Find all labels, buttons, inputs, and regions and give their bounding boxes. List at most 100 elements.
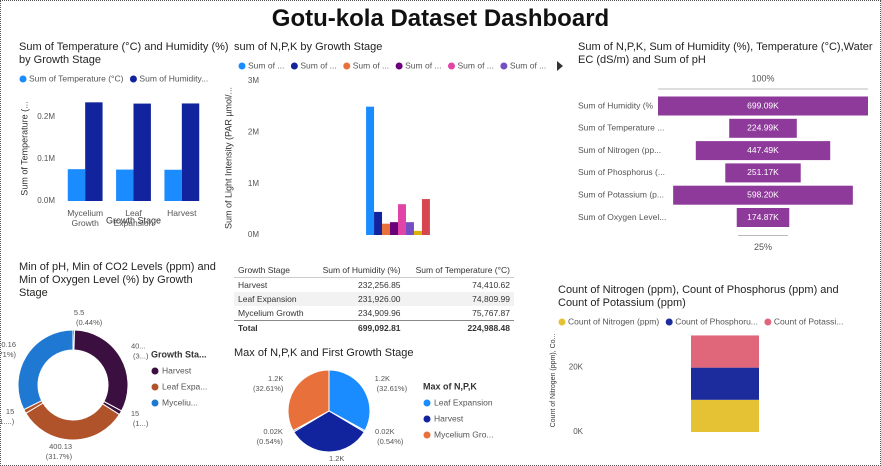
data-label-part: 1.2K <box>268 374 283 383</box>
y-tick-label: 0.2M <box>37 112 55 121</box>
legend-label: Sum of ... <box>510 60 546 70</box>
legend-label: Myceliu... <box>162 397 198 407</box>
legend-label: Mycelium Gro... <box>434 429 494 439</box>
table-total-row: Total 699,092.81 224,988.48 <box>234 320 514 335</box>
chart-title: Min of pH, Min of CO2 Levels (ppm) and M… <box>19 261 216 299</box>
legend-label: Sum of ... <box>405 60 441 70</box>
data-label-part: 40... <box>131 341 146 350</box>
legend-swatch <box>764 318 772 326</box>
data-label: 5.5 (0.44%) <box>74 308 103 327</box>
bar <box>374 211 383 235</box>
legend-swatch <box>343 62 351 70</box>
table-cell: 75,767.87 <box>472 308 510 318</box>
bar <box>413 230 422 235</box>
y-axis-label: Sum of Temperature (... <box>19 101 29 195</box>
data-label-part: 15 <box>131 409 139 418</box>
legend-label: Sum of Temperature (°C) <box>29 73 124 83</box>
data-label: 699.09K <box>747 100 779 110</box>
data-label-part: 400.13 <box>49 442 72 451</box>
scroll-arrow[interactable] <box>557 61 563 71</box>
table-cell: 232,256.85 <box>357 280 401 290</box>
bar <box>85 102 103 201</box>
data-label: 447.49K <box>747 145 779 155</box>
data-label-part: (3...) <box>131 351 149 360</box>
legend-label: Sum of ... <box>353 60 389 70</box>
legend-label: Leaf Expa... <box>162 381 207 391</box>
legend-label: Count of Potassi... <box>774 316 843 326</box>
chart-title: Sum of Temperature (°C) and Humidity (%)… <box>19 41 229 66</box>
legend-swatch <box>448 62 455 70</box>
table-cell: 234,909.96 <box>357 308 401 318</box>
funnel-category: Sum of Phosphorus (... <box>578 167 665 177</box>
x-tick-label: Mycelium Growth <box>67 208 104 228</box>
data-label: 15 (1...) <box>131 409 149 428</box>
table-row: Mycelium Growth 234,909.96 75,767.87 <box>234 306 514 321</box>
chart-title: sum of N,P,K by Growth Stage <box>234 41 383 53</box>
funnel-category: Sum of Humidity (% <box>578 100 654 110</box>
funnel-bar <box>695 141 831 161</box>
bar <box>67 169 86 201</box>
data-label: 224.99K <box>747 123 779 133</box>
bar <box>390 222 398 235</box>
y-tick-label: 2M <box>248 127 259 136</box>
funnel-category: Sum of Potassium (p... <box>578 189 664 199</box>
data-label-part: 15 <box>6 407 14 416</box>
legend-title: Growth Sta... <box>151 349 207 359</box>
legend-label: Sum of ... <box>458 60 494 70</box>
legend-label: Sum of Humidity... <box>139 73 208 83</box>
data-label-part: 0.02K <box>375 427 395 436</box>
bar <box>382 223 391 235</box>
table-cell: 224,988.48 <box>404 320 514 335</box>
funnel-category: Sum of Oxygen Level... <box>578 212 666 222</box>
chart-title: Sum of N,P,K, Sum of Humidity (%), Tempe… <box>578 41 873 66</box>
legend-swatch <box>151 399 159 407</box>
legend-swatch <box>290 62 298 70</box>
funnel-top-label: 100% <box>751 73 774 83</box>
funnel-bar <box>736 208 790 227</box>
legend-swatch <box>665 318 673 326</box>
data-label-part: (32.61%) <box>375 384 408 393</box>
data-label-part: (0.54%) <box>255 437 284 446</box>
data-label: 400.16 (31.71%) <box>1 340 16 359</box>
legend-title: Max of N,P,K <box>423 381 477 391</box>
data-label: 251.17K <box>747 167 779 177</box>
funnel-bar <box>725 163 801 183</box>
data-label-part: (31.7%) <box>44 452 73 461</box>
table-row: Leaf Expansion 231,926.00 74,809.99 <box>234 292 514 306</box>
legend-label: Sum of ... <box>248 60 284 70</box>
table-cell: Harvest <box>238 280 268 290</box>
y-tick-label: 0K <box>573 427 583 436</box>
data-label-part: (1....) <box>1 417 15 426</box>
y-axis-label: Count of Nitrogen (ppm), Co... <box>550 334 557 428</box>
legend-swatch <box>129 75 137 83</box>
bar <box>398 204 406 235</box>
funnel-category: Sum of Temperature ... <box>578 123 664 133</box>
legend-swatch <box>500 62 508 70</box>
y-tick-label: 1M <box>248 179 259 188</box>
legend-swatch <box>558 318 566 326</box>
legend-swatch <box>423 415 431 423</box>
table-cell: Leaf Expansion <box>234 292 313 306</box>
funnel-bar <box>673 185 853 205</box>
legend-swatch <box>395 62 403 70</box>
legend-label: Leaf Expansion <box>434 397 493 407</box>
legend-swatch <box>19 75 27 83</box>
x-tick-label: Leaf Expansion <box>113 208 154 228</box>
legend-label: Count of Phosphoru... <box>675 316 758 326</box>
data-label-part: 1.2K <box>329 454 344 463</box>
table-cell: 699,092.81 <box>312 320 405 335</box>
y-axis-label: Sum of Light Intensity (PAR µmol/... <box>223 87 233 229</box>
slice <box>287 369 330 432</box>
y-tick-label: 0M <box>248 230 259 239</box>
table-cell: 74,809.99 <box>404 292 514 306</box>
legend-swatch <box>423 399 431 407</box>
data-label-part: (1...) <box>131 419 149 428</box>
legend-swatch <box>151 367 159 375</box>
chart-title: Max of N,P,K and First Growth Stage <box>234 347 414 359</box>
slice <box>17 329 74 411</box>
legend-label: Sum of ... <box>300 60 336 70</box>
legend-label: Harvest <box>162 365 192 375</box>
column-header: Growth Stage <box>234 263 313 278</box>
bar <box>181 103 200 201</box>
